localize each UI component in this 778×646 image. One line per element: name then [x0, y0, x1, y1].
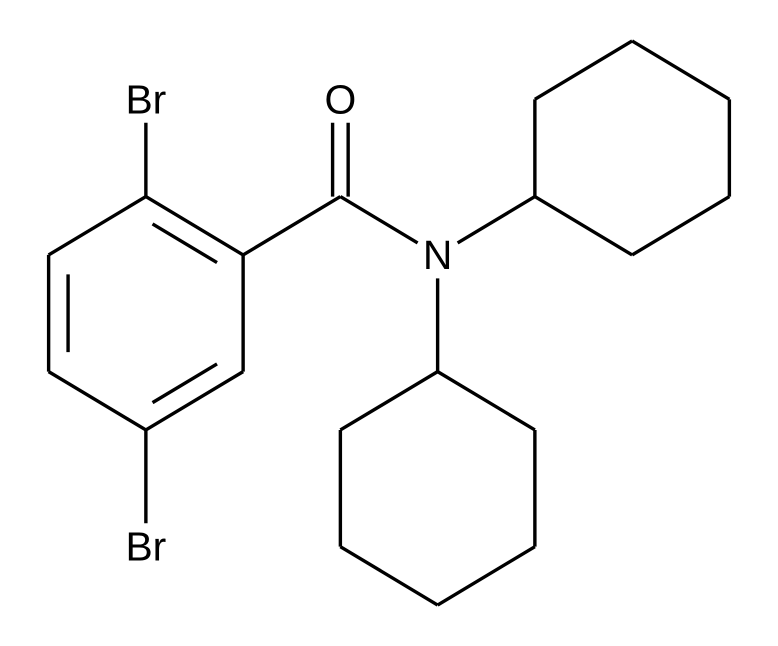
label-bg-layer	[120, 76, 456, 570]
bond-C5-C7	[243, 197, 340, 255]
bond-A6-A1	[535, 197, 632, 255]
bond-B4-B5	[438, 547, 535, 605]
bond-layer	[49, 41, 730, 605]
bond-C3-C4	[146, 372, 243, 430]
bond-A2-A3	[535, 41, 632, 99]
bond-C2-C3	[49, 372, 146, 430]
bond-A5-A6	[632, 197, 729, 255]
molecule-diagram: Br Br O N	[0, 0, 778, 646]
atom-label-N1: N	[423, 232, 453, 278]
bond-C6-C1	[49, 197, 146, 255]
bond-C7-N1	[340, 197, 417, 243]
aromatic-C5-C6	[153, 224, 217, 263]
bond-B6-B1	[438, 372, 535, 430]
bond-C5-C6	[146, 197, 243, 255]
atom-label-Br2: Br	[125, 524, 166, 570]
bond-N1-A1	[458, 197, 535, 243]
bond-B3-B4	[340, 547, 437, 605]
aromatic-C3-C4	[153, 364, 217, 403]
bond-A3-A4	[632, 41, 729, 99]
atom-label-Br1: Br	[125, 76, 166, 122]
atom-label-layer: Br Br O N	[125, 76, 452, 569]
bond-B1-B2	[340, 372, 437, 430]
atom-label-O1: O	[324, 76, 356, 122]
